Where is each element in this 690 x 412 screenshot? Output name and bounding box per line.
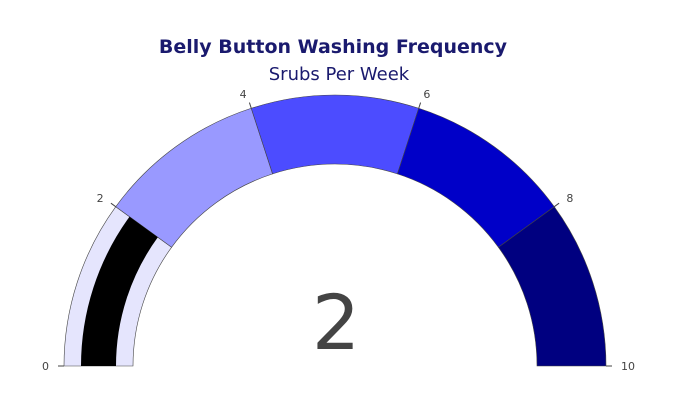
gauge-tick-mark bbox=[418, 102, 422, 109]
gauge-tick-mark bbox=[110, 202, 117, 208]
gauge-tick-label: 2 bbox=[97, 192, 104, 205]
chart-title: Belly Button Washing Frequency bbox=[159, 36, 508, 58]
gauge-tick-mark bbox=[553, 202, 560, 208]
gauge-value-bar bbox=[81, 216, 158, 366]
gauge-tick-label: 10 bbox=[621, 360, 635, 373]
gauge-value: 2 bbox=[312, 278, 360, 367]
gauge-ticks: 0 2 4 6 8 10 bbox=[42, 88, 635, 373]
gauge-tick-mark bbox=[248, 102, 252, 109]
gauge-tick-label: 0 bbox=[42, 360, 49, 373]
gauge-tick-label: 6 bbox=[423, 88, 430, 101]
gauge-step-2 bbox=[250, 94, 420, 175]
gauge-bar-layer bbox=[81, 216, 158, 366]
gauge-tick-label: 4 bbox=[240, 88, 247, 101]
gauge-tick-label: 8 bbox=[566, 192, 573, 205]
chart-subtitle: Srubs Per Week bbox=[269, 64, 410, 85]
